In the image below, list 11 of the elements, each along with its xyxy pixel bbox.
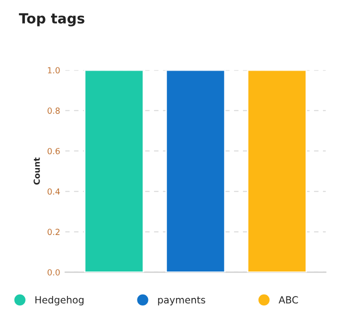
legend-label: Hedgehog xyxy=(35,296,84,306)
y-tick-label: 0.0 xyxy=(48,269,60,276)
y-tick-label: 1.0 xyxy=(48,67,60,74)
legend-label: ABC xyxy=(278,296,298,304)
y-tick-label: 0.8 xyxy=(48,108,60,114)
y-tick-label: 0.4 xyxy=(48,188,60,195)
y-axis-title: Count xyxy=(34,158,40,185)
y-tick-label: 0.6 xyxy=(48,148,60,154)
y-tick-label: 0.2 xyxy=(48,228,60,236)
chart-title: Top tags xyxy=(18,13,84,26)
legend-label: payments xyxy=(158,296,206,306)
